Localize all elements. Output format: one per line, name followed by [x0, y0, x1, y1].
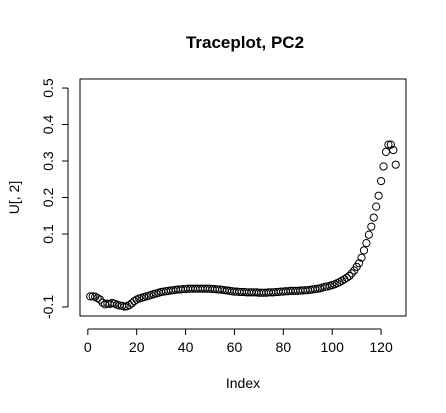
- data-point: [125, 301, 134, 310]
- y-tick-label: 0.5: [40, 78, 56, 98]
- data-point: [369, 213, 378, 222]
- x-axis-label: Index: [226, 375, 260, 391]
- x-tick-label: 0: [84, 339, 92, 355]
- data-point: [335, 278, 344, 287]
- data-point: [362, 239, 371, 248]
- data-point: [337, 276, 347, 285]
- data-point: [345, 271, 354, 281]
- data-point: [354, 259, 364, 268]
- y-tick-label: 0.4: [40, 115, 56, 135]
- y-tick-label: 0.1: [40, 224, 56, 244]
- y-axis: -0.1 0.1 0.2 0.3 0.4 0.5: [40, 78, 69, 319]
- x-axis: 0 20 40 60 80 100 120: [84, 328, 393, 355]
- y-axis-label: U[, 2]: [6, 181, 22, 214]
- data-point: [95, 295, 105, 304]
- x-tick-label: 40: [178, 339, 194, 355]
- data-point: [364, 230, 373, 239]
- data-point: [359, 246, 369, 255]
- data-points: [86, 140, 400, 311]
- data-point: [391, 160, 400, 169]
- data-point: [372, 202, 381, 211]
- data-point: [376, 176, 386, 186]
- x-tick-label: 60: [227, 339, 243, 355]
- data-point: [389, 145, 398, 155]
- data-point: [130, 297, 139, 306]
- data-point: [91, 292, 100, 301]
- data-point: [342, 273, 351, 282]
- data-point: [384, 140, 393, 149]
- data-point: [379, 162, 388, 171]
- plot-frame: [79, 78, 407, 317]
- y-tick-label: 0.2: [40, 188, 56, 208]
- y-tick-label: 0.3: [40, 151, 56, 171]
- chart-title: Traceplot, PC2: [186, 33, 304, 52]
- data-point: [386, 140, 395, 149]
- y-tick-label: -0.1: [40, 295, 56, 319]
- x-tick-label: 20: [129, 339, 145, 355]
- x-tick-label: 100: [321, 339, 345, 355]
- data-point: [367, 222, 376, 231]
- data-point: [347, 269, 356, 278]
- data-point: [381, 147, 391, 156]
- x-tick-label: 80: [276, 339, 292, 355]
- data-point: [93, 294, 102, 303]
- data-point: [374, 191, 383, 200]
- data-point: [86, 292, 95, 301]
- x-tick-label: 120: [369, 339, 393, 355]
- data-point: [357, 253, 366, 262]
